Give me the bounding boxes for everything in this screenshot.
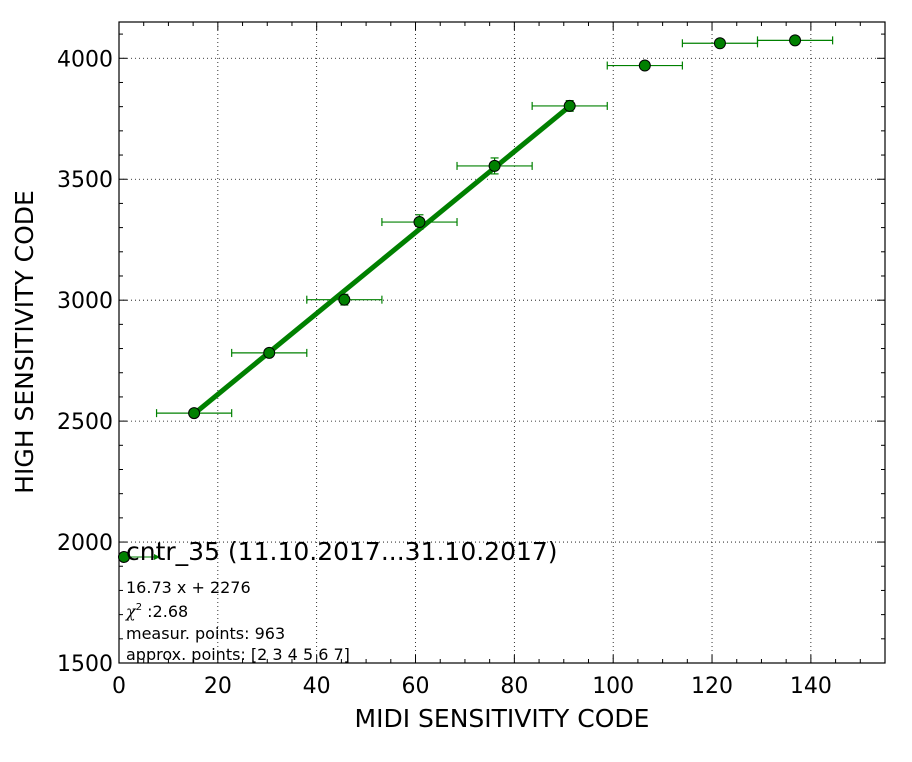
y-tick-label: 3500: [57, 168, 113, 193]
x-tick-label: 20: [204, 674, 232, 699]
y-tick-label: 2000: [57, 531, 113, 556]
legend: cntr_35 (11.10.2017...31.10.2017) 16.73 …: [118, 537, 558, 664]
data-point: [789, 34, 802, 47]
y-tick-label: 2500: [57, 410, 113, 435]
y-tick-labels: 1500 2000 2500 3000 3500 4000: [57, 47, 113, 677]
data-point: [638, 59, 651, 72]
plot-area-frame: [118, 21, 886, 664]
major-ticks: [118, 22, 885, 664]
legend-swatch-marker: [118, 551, 130, 563]
x-tick-label: 120: [691, 674, 733, 699]
legend-approx-points: approx. points: [2 3 4 5 6 7]: [126, 645, 350, 664]
x-tick-labels: 0 20 40 60 80 100 120 140: [112, 674, 832, 699]
grid-lines: [119, 22, 885, 663]
data-point: [713, 37, 726, 50]
chi-exponent: 2: [136, 602, 142, 613]
legend-chi-squared: χ2 :2.68: [125, 602, 188, 621]
data-point: [413, 216, 426, 229]
data-point: [563, 99, 576, 112]
y-tick-label: 4000: [57, 47, 113, 72]
legend-fit-equation: 16.73 x + 2276: [126, 578, 251, 597]
data-point: [188, 407, 201, 420]
x-tick-label: 60: [402, 674, 430, 699]
data-point: [263, 346, 276, 359]
legend-swatch-arrow: [154, 554, 160, 560]
y-tick-label: 1500: [57, 652, 113, 677]
y-axis-title: HIGH SENSITIVITY CODE: [10, 190, 39, 494]
data-point: [338, 293, 351, 306]
x-tick-label: 40: [303, 674, 331, 699]
data-point: [488, 159, 501, 172]
legend-title: cntr_35 (11.10.2017...31.10.2017): [126, 537, 558, 566]
x-tick-label: 140: [790, 674, 832, 699]
chi-value: :2.68: [142, 602, 188, 621]
y-tick-label: 3000: [57, 289, 113, 314]
minor-ticks: [119, 22, 885, 663]
x-tick-label: 80: [500, 674, 528, 699]
chi-symbol: χ: [125, 602, 137, 621]
fit-line-layer: [192, 104, 572, 416]
data-points: [188, 34, 802, 420]
legend-measur-points: measur. points: 963: [126, 624, 285, 643]
fit-line: [192, 104, 572, 416]
x-tick-label: 100: [592, 674, 634, 699]
x-tick-label: 0: [112, 674, 126, 699]
x-axis-title: MIDI SENSITIVITY CODE: [355, 704, 650, 733]
